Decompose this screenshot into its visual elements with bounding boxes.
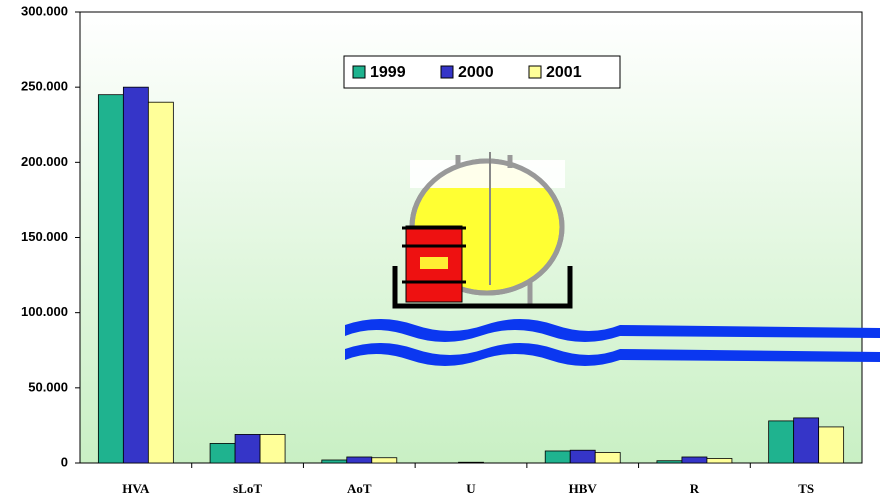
legend-label: 2000 (458, 64, 494, 81)
bar (768, 420, 795, 464)
y-tick-label: 100.000 (21, 304, 68, 319)
x-tick-label: R (690, 481, 700, 496)
x-tick-label: HVA (122, 481, 150, 496)
bar (371, 457, 398, 464)
legend-swatch (440, 65, 454, 79)
y-tick-label: 250.000 (21, 79, 68, 94)
tank-illustration (345, 152, 880, 366)
bar (346, 456, 373, 464)
bar (594, 452, 621, 464)
y-tick-label: 150.000 (21, 229, 68, 244)
legend-items: 1999 2000 2001 (352, 64, 582, 81)
x-tick-label: sLoT (233, 481, 262, 496)
bar (793, 417, 820, 464)
legend-label: 1999 (370, 64, 406, 81)
bar (818, 426, 845, 464)
bar (656, 460, 683, 464)
legend-swatch (528, 65, 542, 79)
bar (681, 456, 708, 464)
bar (97, 94, 124, 464)
legend-swatch (352, 65, 366, 79)
bars (97, 86, 845, 464)
bar (544, 450, 571, 464)
bar (122, 86, 149, 464)
bar (234, 434, 261, 464)
bar (147, 101, 174, 464)
y-tick-label: 300.000 (21, 3, 68, 18)
y-tick-label: 200.000 (21, 154, 68, 169)
x-tick-label: U (466, 481, 476, 496)
bar (458, 461, 484, 464)
bar (259, 434, 286, 464)
bar (569, 449, 596, 464)
bar (706, 458, 733, 464)
x-tick-label: TS (798, 481, 814, 496)
x-tick-label: HBV (569, 481, 598, 496)
y-tick-label: 50.000 (28, 379, 68, 394)
bar (321, 459, 348, 464)
bar (209, 443, 236, 464)
legend-label: 2001 (546, 64, 582, 81)
legend (343, 55, 621, 89)
y-tick-label: 0 (61, 454, 68, 469)
x-tick-label: AoT (347, 481, 372, 496)
